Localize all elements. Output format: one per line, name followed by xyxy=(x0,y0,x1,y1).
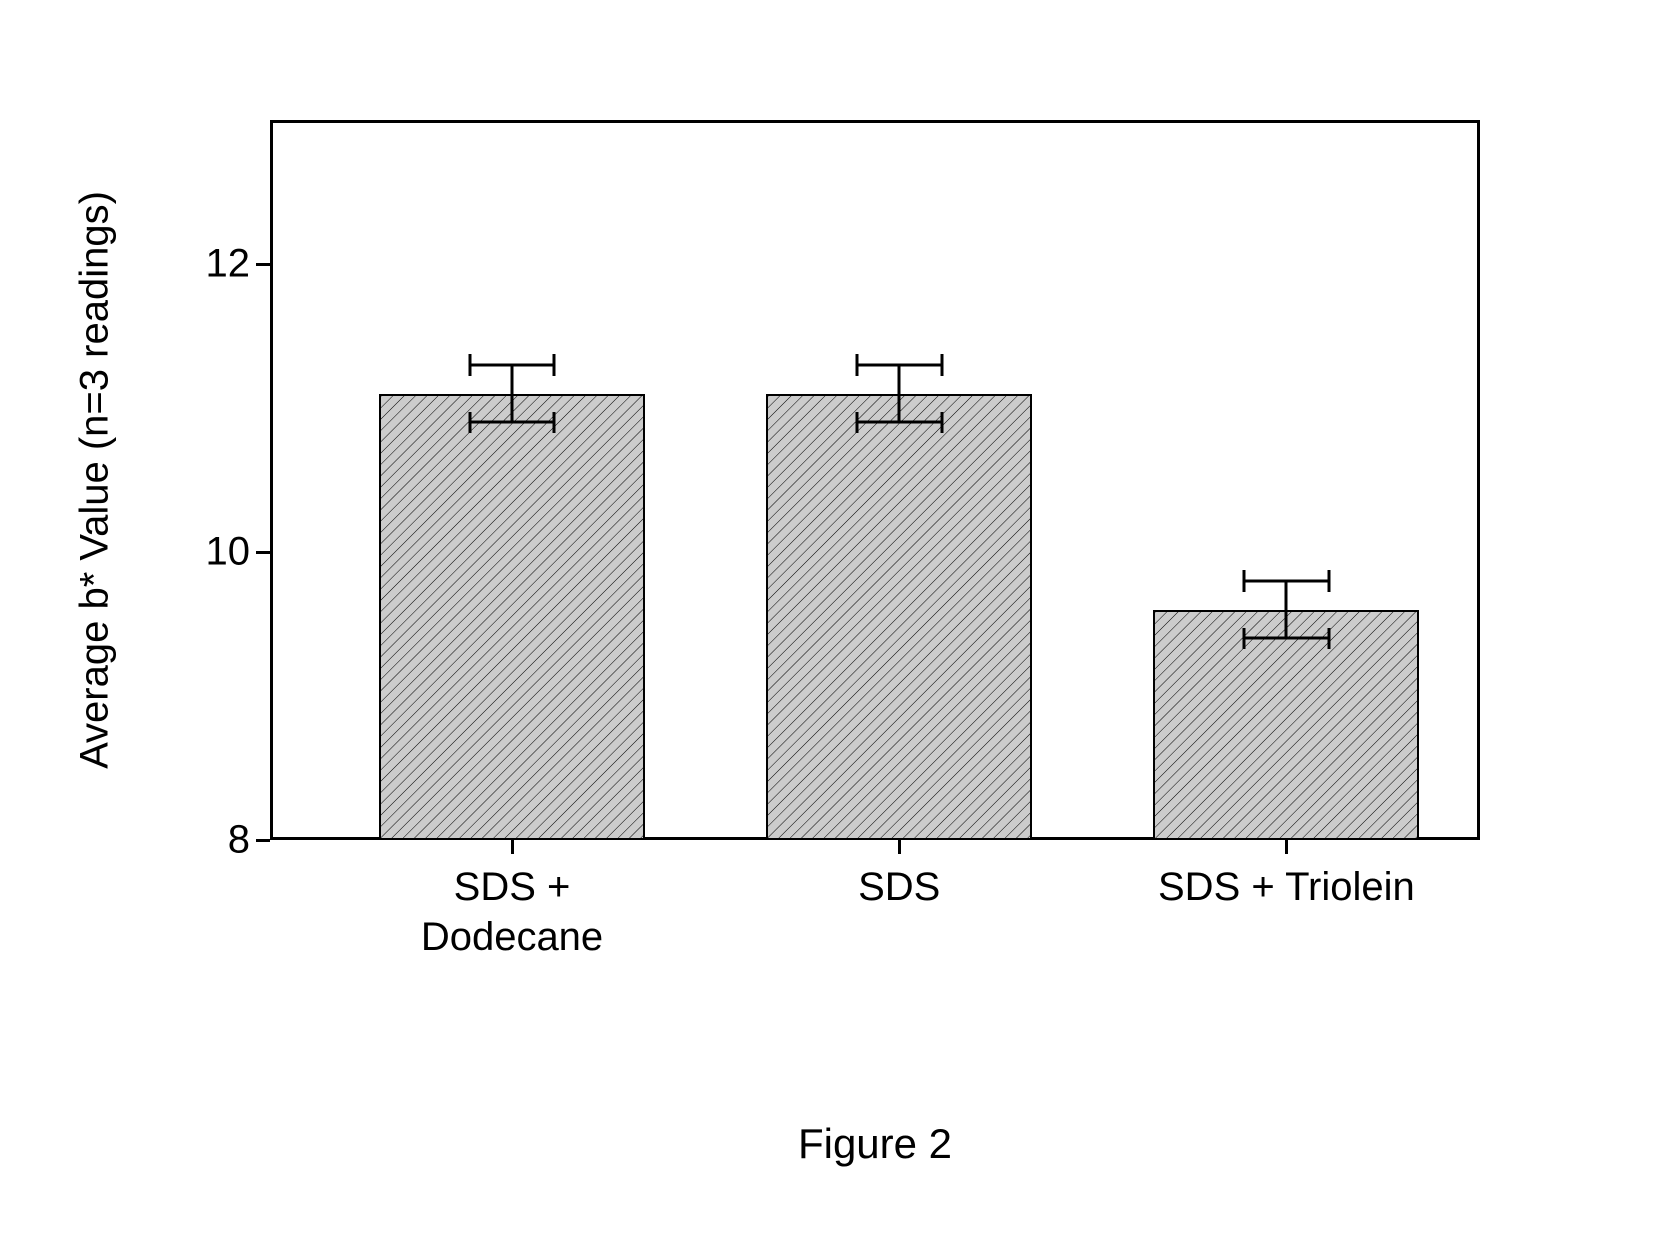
figure-2: 8 10 12 Average b* Value (n=3 readings) SDS … xyxy=(0,0,1664,1253)
errorbar-serif xyxy=(468,412,471,434)
errorbar-stem xyxy=(898,365,901,423)
y-axis-label: Average b* Value (n=3 readings) xyxy=(73,191,118,769)
errorbar-cap xyxy=(470,421,555,424)
errorbar-serif xyxy=(940,354,943,376)
x-category-label: SDS + Triolein xyxy=(1158,862,1415,912)
x-tick-mark xyxy=(898,840,901,854)
errorbar-serif xyxy=(1243,628,1246,650)
errorbar-cap xyxy=(470,363,555,366)
y-tick-mark xyxy=(256,839,270,842)
y-tick-label: 10 xyxy=(170,530,250,575)
x-category-label: SDS +Dodecane xyxy=(421,862,603,962)
y-tick-mark xyxy=(256,263,270,266)
errorbar-cap xyxy=(857,363,942,366)
errorbar-cap xyxy=(1244,637,1329,640)
errorbar-cap xyxy=(1244,579,1329,582)
figure-caption: Figure 2 xyxy=(798,1120,952,1168)
errorbar-cap xyxy=(857,421,942,424)
errorbar-serif xyxy=(1327,628,1330,650)
errorbar-serif xyxy=(855,412,858,434)
y-tick-label: 12 xyxy=(170,242,250,287)
errorbar-serif xyxy=(855,354,858,376)
x-tick-mark xyxy=(1285,840,1288,854)
errorbar-serif xyxy=(1243,570,1246,592)
errorbar-serif xyxy=(468,354,471,376)
bar xyxy=(379,394,645,840)
bar xyxy=(1153,610,1419,840)
errorbar-serif xyxy=(553,354,556,376)
errorbar-stem xyxy=(1285,581,1288,639)
errorbar-stem xyxy=(511,365,514,423)
errorbar-serif xyxy=(553,412,556,434)
bar xyxy=(766,394,1032,840)
y-tick-mark xyxy=(256,551,270,554)
x-category-label: SDS xyxy=(858,862,940,912)
x-tick-mark xyxy=(511,840,514,854)
errorbar-serif xyxy=(1327,570,1330,592)
y-tick-label: 8 xyxy=(170,818,250,863)
errorbar-serif xyxy=(940,412,943,434)
